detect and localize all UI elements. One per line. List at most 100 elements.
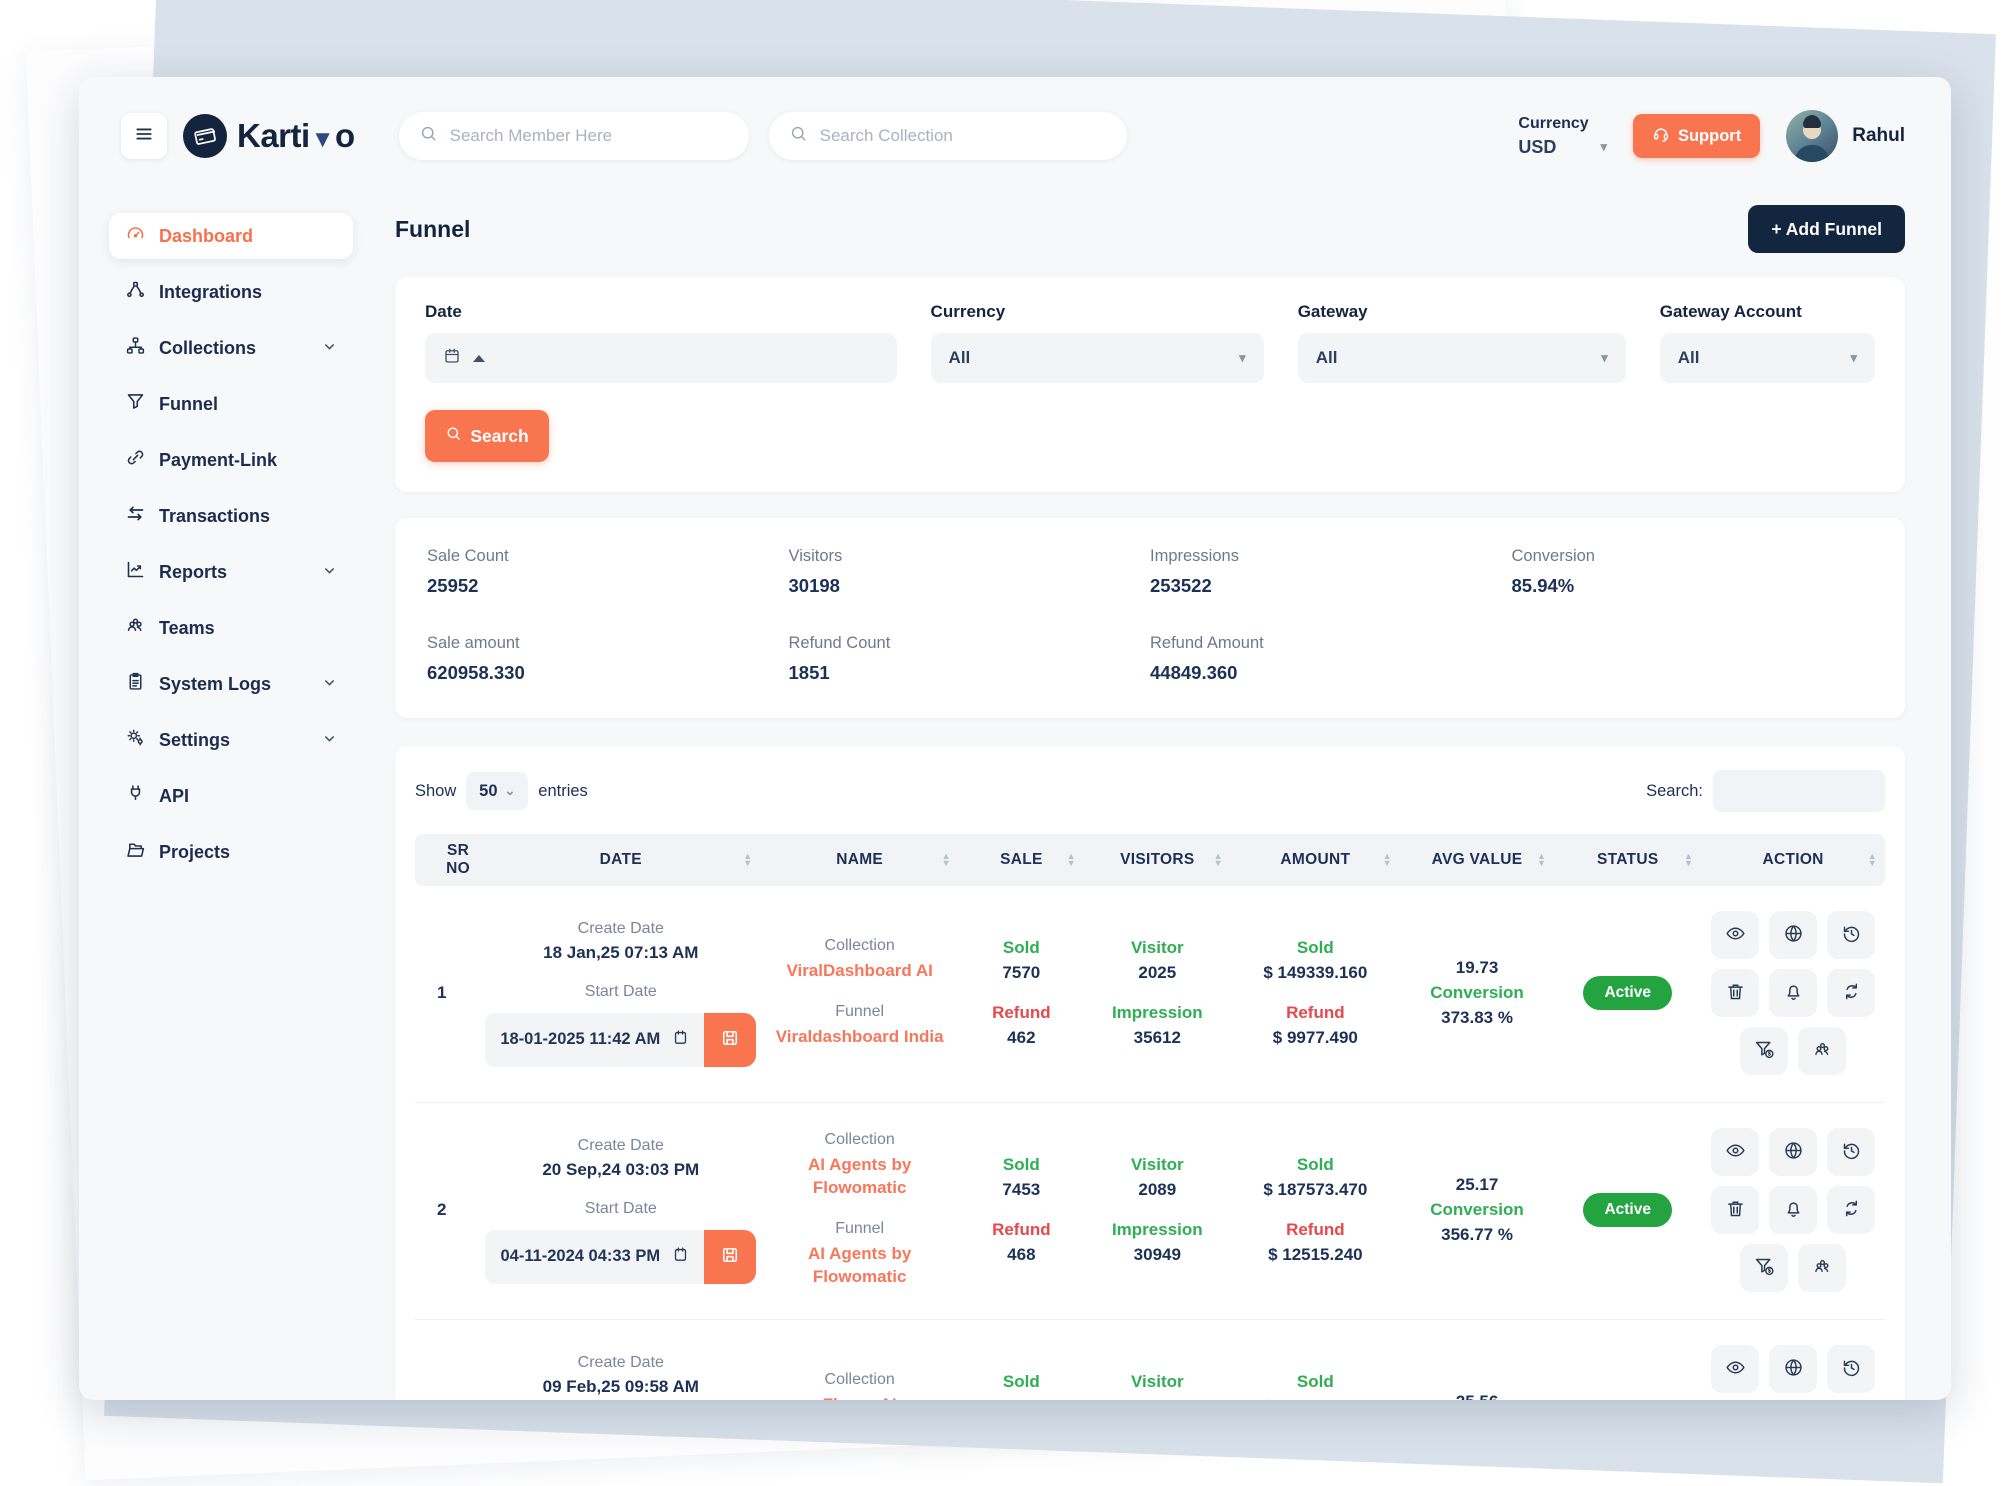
row-action-cell: $ xyxy=(1701,1128,1885,1292)
view-button[interactable] xyxy=(1711,911,1760,959)
save-icon xyxy=(720,1245,740,1268)
gateway-account-filter-label: Gateway Account xyxy=(1659,302,1802,321)
sidebar-item-api[interactable]: API xyxy=(109,773,353,819)
notification-button[interactable] xyxy=(1769,1186,1818,1234)
row-status-cell: Active xyxy=(1554,976,1701,1010)
stat-visitors: Visitors 30198 xyxy=(788,547,843,596)
row-amount-cell: Sold $ 187573.470 Refund $ 12515.240 xyxy=(1263,1155,1368,1264)
user-name[interactable]: Rahul xyxy=(1852,125,1905,146)
start-date-input[interactable]: 18-01-2025 11:42 AM xyxy=(485,1012,705,1067)
gateway-account-filter-select[interactable]: All ▾ xyxy=(1659,333,1875,383)
history-button[interactable] xyxy=(1827,1345,1876,1393)
date-range-input[interactable] xyxy=(425,333,897,383)
brand-logo[interactable]: Karti▼o xyxy=(183,114,355,158)
website-button[interactable] xyxy=(1769,1128,1818,1176)
currency-filter-label: Currency xyxy=(930,302,1006,321)
status-badge[interactable]: Active xyxy=(1583,976,1672,1010)
settings-icon xyxy=(125,727,146,753)
sidebar-item-settings[interactable]: Settings xyxy=(109,717,353,763)
funnel-link[interactable]: Viraldashboard India xyxy=(775,1027,944,1046)
hamburger-menu-button[interactable] xyxy=(121,113,167,159)
search-member-input[interactable] xyxy=(449,126,729,146)
entries-label: entries xyxy=(538,781,588,800)
website-button[interactable] xyxy=(1769,911,1818,959)
sidebar-item-dashboard[interactable]: Dashboard xyxy=(109,213,353,259)
collection-link[interactable]: ViralDashboard AI xyxy=(786,961,933,981)
members-button[interactable] xyxy=(1798,1244,1847,1292)
funnel-dollar-icon: $ xyxy=(1754,1039,1775,1063)
transactions-icon xyxy=(125,503,146,529)
currency-filter-select[interactable]: All ▾ xyxy=(930,333,1264,383)
currency-selector[interactable]: Currency USD ▾ xyxy=(1518,115,1607,158)
collection-link[interactable]: Flaxxa AI xyxy=(823,1394,897,1400)
table-search-label: Search: xyxy=(1646,781,1703,800)
eye-icon xyxy=(1725,1140,1746,1164)
column-header-amount[interactable]: AMOUNT ▲ ▼ xyxy=(1280,851,1392,868)
row-name-cell: Collection Flaxxa AI Funnel Flaxxa AI xyxy=(760,1371,958,1400)
history-button[interactable] xyxy=(1827,911,1876,959)
sidebar-item-payment-link[interactable]: Payment-Link xyxy=(109,437,353,483)
collection-link[interactable]: AI Agents by Flowomatic xyxy=(808,1155,912,1198)
save-date-button[interactable] xyxy=(704,1012,757,1067)
refund-button[interactable] xyxy=(1827,969,1876,1017)
user-avatar[interactable] xyxy=(1786,110,1839,162)
dashboard-icon xyxy=(125,223,146,249)
teams-icon xyxy=(125,615,146,641)
calendar-icon xyxy=(443,347,461,370)
stat-refund-amount: Refund Amount 44849.360 xyxy=(1150,634,1264,683)
column-header-action[interactable]: ACTION ▲ ▼ xyxy=(1762,851,1877,868)
column-header-name[interactable]: NAME ▲ ▼ xyxy=(836,851,951,868)
row-avg-value-cell: 25.17 Conversion 356.77 % xyxy=(1430,1175,1524,1244)
row-name-cell: Collection AI Agents by Flowomatic Funne… xyxy=(760,1131,958,1289)
stats-panel: Sale Count 25952 Visitors 30198 Impression… xyxy=(395,518,1905,718)
start-date-input[interactable]: 04-11-2024 04:33 PM xyxy=(485,1229,705,1284)
support-button[interactable]: Support xyxy=(1632,114,1761,158)
website-button[interactable] xyxy=(1769,1345,1818,1393)
row-date-cell: Create Date 18 Jan,25 07:13 AM Start Dat… xyxy=(481,920,760,1067)
view-button[interactable] xyxy=(1711,1345,1760,1393)
funnel-revenue-button[interactable]: $ xyxy=(1740,1244,1789,1292)
sidebar-item-reports[interactable]: Reports xyxy=(109,549,353,595)
delete-button[interactable] xyxy=(1711,969,1760,1017)
sidebar-item-collections[interactable]: Collections xyxy=(109,325,353,371)
column-header-sale[interactable]: SALE ▲ ▼ xyxy=(1000,851,1076,868)
row-action-cell: $ xyxy=(1701,1345,1885,1400)
table-row: 1 Create Date 18 Jan,25 07:13 AM Start D… xyxy=(415,886,1885,1103)
members-button[interactable] xyxy=(1798,1027,1847,1075)
search-collection-input[interactable] xyxy=(819,126,1107,146)
funnel-link[interactable]: AI Agents by Flowomatic xyxy=(808,1244,912,1286)
save-date-button[interactable] xyxy=(704,1229,757,1284)
history-icon xyxy=(1841,1140,1862,1164)
conversion-value: 373.83 % xyxy=(1441,1008,1513,1027)
add-funnel-button[interactable]: + Add Funnel xyxy=(1748,205,1905,253)
sidebar-item-system-logs[interactable]: System Logs xyxy=(109,661,353,707)
refund-button[interactable] xyxy=(1827,1186,1876,1234)
gateway-filter-select[interactable]: All ▾ xyxy=(1297,333,1626,383)
history-button[interactable] xyxy=(1827,1128,1876,1176)
column-header-avg-value[interactable]: AVG VALUE ▲ ▼ xyxy=(1431,851,1547,868)
page-size-select[interactable]: 50 ⌄ xyxy=(466,772,529,810)
status-badge[interactable]: Active xyxy=(1583,1193,1672,1227)
delete-button[interactable] xyxy=(1711,1186,1760,1234)
chevron-down-icon: ▾ xyxy=(1239,350,1246,365)
sidebar-item-integrations[interactable]: Integrations xyxy=(109,269,353,315)
funnel-revenue-button[interactable]: $ xyxy=(1740,1027,1789,1075)
table-search-input[interactable] xyxy=(1713,770,1885,812)
sidebar-item-funnel[interactable]: Funnel xyxy=(109,381,353,427)
notification-button[interactable] xyxy=(1769,969,1818,1017)
filter-search-button[interactable]: Search xyxy=(425,410,549,462)
refund-amount: $ 9977.490 xyxy=(1272,1028,1358,1047)
sidebar-item-projects[interactable]: Projects xyxy=(109,829,353,875)
view-button[interactable] xyxy=(1711,1128,1760,1176)
refund-amount: $ 12515.240 xyxy=(1268,1245,1363,1264)
sort-icon: ▲ ▼ xyxy=(1536,851,1547,868)
column-header-date[interactable]: DATE ▲ ▼ xyxy=(599,851,753,868)
chevron-down-icon: ▾ xyxy=(1850,350,1857,365)
funnel-icon xyxy=(125,391,146,417)
sidebar-item-transactions[interactable]: Transactions xyxy=(109,493,353,539)
table-body: 1 Create Date 18 Jan,25 07:13 AM Start D… xyxy=(415,886,1885,1400)
sidebar-item-teams[interactable]: Teams xyxy=(109,605,353,651)
column-header-sr-no[interactable]: SR NO xyxy=(446,842,470,877)
column-header-visitors[interactable]: VISITORS ▲ ▼ xyxy=(1120,851,1223,868)
column-header-status[interactable]: STATUS ▲ ▼ xyxy=(1596,851,1694,868)
